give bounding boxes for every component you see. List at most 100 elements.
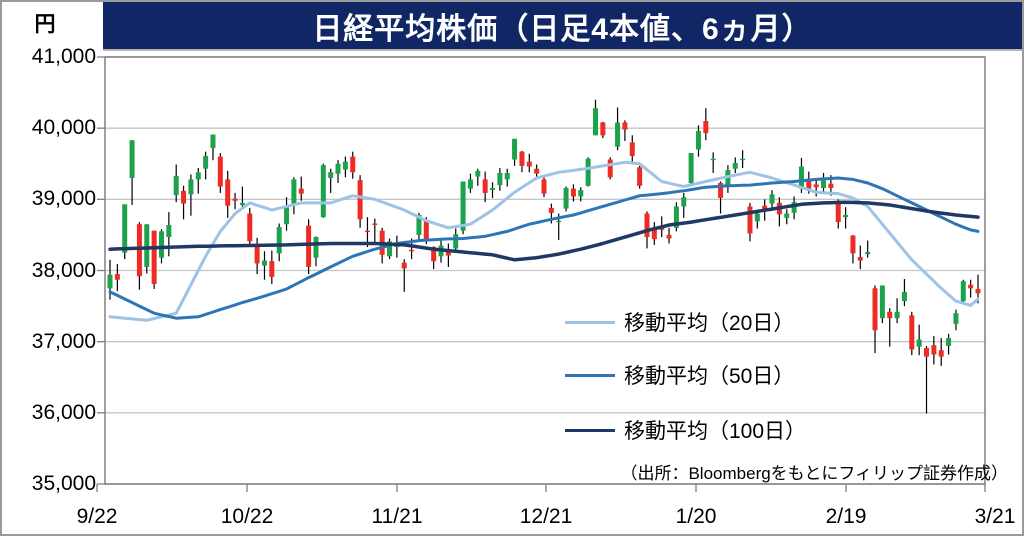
ma-line-1 bbox=[108, 176, 980, 320]
candle-down bbox=[938, 350, 944, 357]
candle-up bbox=[188, 179, 194, 195]
y-axis-tick-label: 36,000 bbox=[31, 400, 96, 424]
candle-down bbox=[909, 315, 915, 350]
candle-up bbox=[865, 251, 871, 255]
candle-down bbox=[247, 213, 253, 242]
chart-title: 日経平均株価（日足4本値、6ヵ月） bbox=[312, 12, 813, 46]
legend-line-icon bbox=[565, 373, 615, 377]
candle-up bbox=[239, 202, 245, 206]
candle-up bbox=[710, 158, 716, 161]
candle-up bbox=[946, 338, 952, 346]
y-axis-tick-label: 35,000 bbox=[31, 472, 96, 495]
candle-down bbox=[431, 247, 437, 262]
candle-down bbox=[931, 345, 937, 355]
candle-down bbox=[813, 184, 819, 188]
candle-up bbox=[821, 180, 827, 188]
candle-down bbox=[835, 202, 841, 223]
candle-up bbox=[894, 311, 900, 319]
candle-up bbox=[475, 170, 481, 177]
candle-down bbox=[254, 246, 260, 264]
y-axis-tick-label: 38,000 bbox=[31, 258, 96, 282]
candle-down bbox=[298, 188, 304, 194]
candle-down bbox=[136, 224, 142, 277]
candle-up bbox=[467, 179, 473, 189]
candle-up bbox=[754, 213, 760, 222]
candle-up bbox=[261, 260, 267, 266]
candle-up bbox=[732, 163, 738, 169]
candle-up bbox=[490, 187, 496, 191]
legend-label: 移動平均（100日） bbox=[624, 420, 807, 443]
y-axis-tick-label: 41,000 bbox=[31, 45, 96, 68]
candle-down bbox=[445, 249, 451, 256]
candle-up bbox=[284, 206, 290, 225]
candle-up bbox=[798, 166, 804, 189]
candle-down bbox=[806, 178, 812, 189]
legend-item-0: 移動平均（20日） bbox=[565, 309, 794, 335]
candle-up bbox=[158, 231, 164, 258]
source-note: （出所：Bloombergをもとにフィリップ証券作成） bbox=[620, 464, 1008, 483]
candle-up bbox=[556, 220, 562, 223]
candle-down bbox=[519, 151, 525, 166]
candle-down bbox=[924, 348, 930, 357]
candle-up bbox=[960, 281, 966, 302]
candle-up bbox=[195, 172, 201, 180]
candle-up bbox=[563, 187, 569, 209]
candle-down bbox=[651, 229, 657, 240]
candle-up bbox=[387, 241, 393, 257]
x-axis-tick-label: 11/21 bbox=[371, 505, 423, 528]
candle-down bbox=[607, 159, 613, 178]
candle-down bbox=[718, 182, 724, 198]
x-axis-tick-label: 1/20 bbox=[675, 505, 717, 528]
candle-down bbox=[637, 167, 643, 186]
candle-up bbox=[342, 161, 348, 170]
candle-down bbox=[872, 288, 878, 331]
candle-down bbox=[747, 206, 753, 234]
candle-up bbox=[688, 153, 694, 183]
y-axis-unit-label: 円 bbox=[34, 13, 56, 36]
candle-down bbox=[644, 213, 650, 238]
candle-down bbox=[828, 183, 834, 188]
candle-up bbox=[953, 313, 959, 324]
legend-line-icon bbox=[565, 428, 615, 432]
x-axis-tick-label: 12/21 bbox=[519, 505, 573, 528]
candle-down bbox=[401, 262, 407, 269]
candle-up bbox=[173, 175, 179, 196]
candle-up bbox=[107, 274, 113, 289]
candle-up bbox=[504, 173, 510, 180]
legend-item-1: 移動平均（50日） bbox=[565, 362, 794, 388]
x-axis-tick-label: 3/21 bbox=[974, 505, 1016, 528]
candle-down bbox=[151, 230, 157, 285]
candle-up bbox=[166, 224, 172, 238]
candle-down bbox=[857, 256, 863, 261]
legend-label: 移動平均（20日） bbox=[624, 312, 795, 335]
candle-up bbox=[592, 108, 598, 136]
candle-down bbox=[225, 179, 231, 206]
candle-up bbox=[291, 179, 297, 204]
candle-down bbox=[526, 161, 532, 167]
candle-up bbox=[122, 204, 128, 253]
candle-up bbox=[615, 122, 621, 147]
candle-up bbox=[328, 172, 334, 178]
candle-up bbox=[416, 214, 422, 235]
candle-up bbox=[673, 206, 679, 228]
legend-label: 移動平均（50日） bbox=[624, 365, 795, 388]
candle-up bbox=[144, 224, 150, 267]
candle-down bbox=[482, 179, 488, 193]
candle-up bbox=[791, 202, 797, 213]
candle-down bbox=[850, 235, 856, 254]
candle-down bbox=[541, 179, 547, 194]
candle-down bbox=[306, 225, 312, 267]
candle-up bbox=[497, 173, 503, 186]
candle-up bbox=[740, 158, 746, 161]
candle-up bbox=[784, 213, 790, 218]
candle-down bbox=[548, 207, 554, 213]
candle-up bbox=[585, 158, 591, 186]
ma-line-0 bbox=[108, 160, 980, 322]
candle-up bbox=[276, 227, 282, 254]
x-axis-tick-label: 10/22 bbox=[220, 505, 274, 528]
candle-down bbox=[357, 180, 363, 220]
candle-down bbox=[217, 156, 223, 187]
candle-down bbox=[600, 122, 606, 136]
candle-down bbox=[629, 142, 635, 156]
candle-up bbox=[512, 138, 518, 160]
